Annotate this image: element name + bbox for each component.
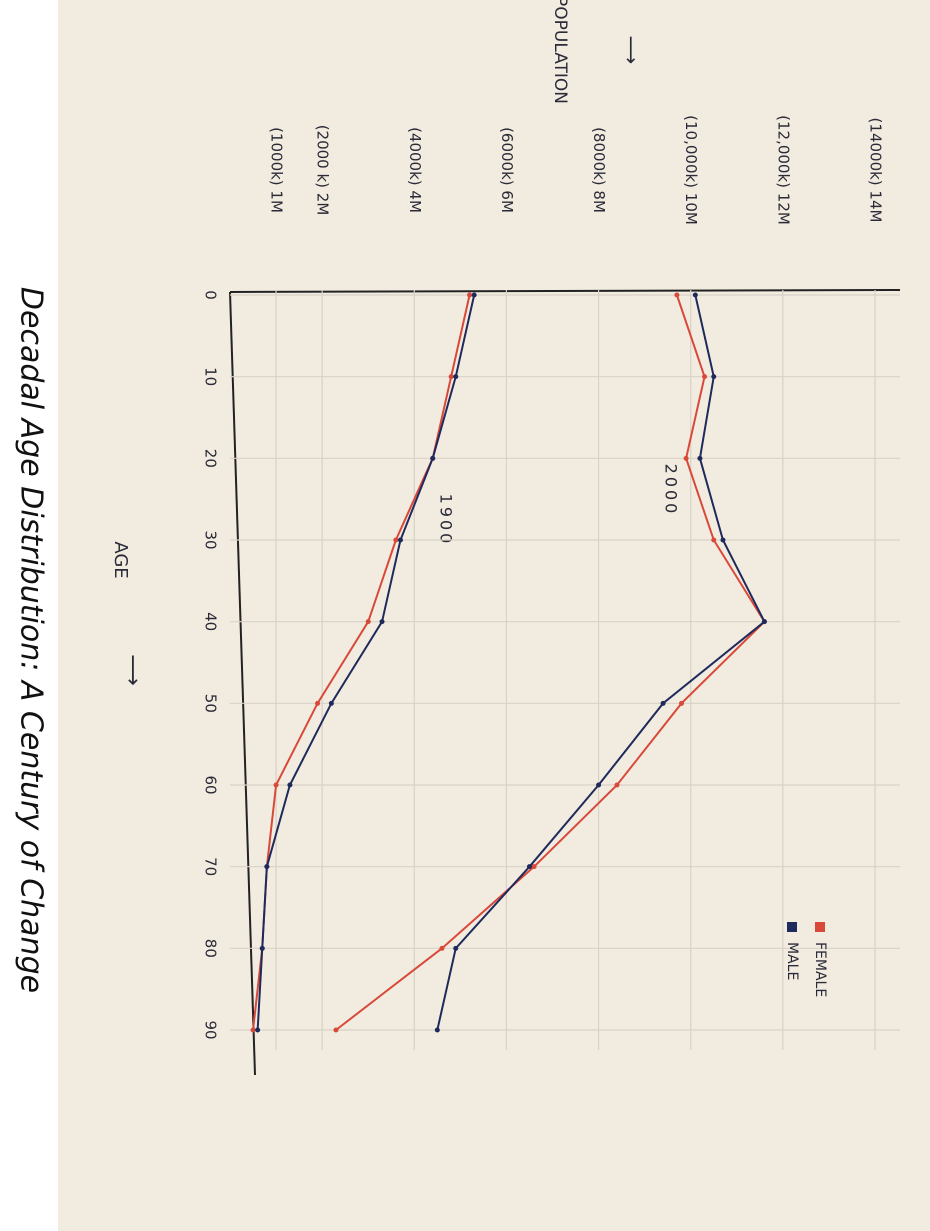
point: [679, 700, 684, 706]
y-tick-label: (10,000k) 10M: [682, 115, 700, 225]
x-tick-label: 20: [202, 449, 220, 468]
point: [365, 619, 371, 625]
annotation: 1900: [437, 494, 456, 547]
point: [453, 374, 459, 380]
x-tick-label: 60: [202, 775, 220, 794]
x-tick-label: 30: [202, 530, 220, 549]
point: [333, 1027, 339, 1033]
legend-label: MALE: [784, 942, 800, 980]
point: [531, 864, 537, 870]
point: [471, 292, 477, 298]
point: [264, 864, 270, 870]
legend-swatch: [815, 922, 825, 932]
axis-line: [229, 289, 901, 293]
point: [328, 700, 334, 706]
y-tick-label: (8000k) 8M: [590, 127, 608, 213]
point: [255, 1027, 261, 1033]
point: [720, 537, 726, 543]
y-axis-arrow: ⟶: [620, 36, 644, 65]
point: [379, 619, 385, 625]
axis-line: [229, 291, 256, 1076]
point: [761, 619, 767, 625]
point: [697, 455, 703, 461]
y-tick-label: (12,000k) 12M: [774, 115, 792, 225]
line: [335, 294, 766, 1031]
point: [259, 945, 265, 951]
point: [448, 374, 454, 380]
y-tick-label: (6000k) 6M: [498, 127, 516, 213]
point: [430, 455, 436, 461]
line: [436, 294, 766, 1031]
paper: [58, 0, 930, 1231]
point: [614, 782, 620, 788]
point: [315, 700, 321, 706]
x-tick-label: 80: [202, 939, 220, 958]
point: [250, 1027, 256, 1033]
x-tick-label: 50: [202, 694, 220, 713]
y-tick-label: (4000k) 4M: [406, 127, 424, 213]
point: [596, 782, 602, 788]
legend-swatch: [787, 922, 797, 932]
x-axis-arrow: ⟶: [120, 654, 145, 686]
y-tick-label: (1000k) 1M: [268, 127, 286, 213]
point: [434, 1027, 440, 1033]
point: [674, 292, 680, 298]
point: [287, 782, 293, 788]
point: [439, 945, 445, 951]
x-tick-label: 0: [202, 290, 220, 300]
point: [660, 700, 666, 706]
point: [397, 537, 403, 543]
legend-label: FEMALE: [812, 942, 828, 997]
point: [467, 292, 473, 298]
point: [702, 374, 708, 380]
x-tick-label: 40: [202, 612, 220, 631]
y-tick-label: (14000k) 14M: [867, 118, 885, 223]
x-tick-label: 70: [202, 857, 220, 876]
point: [711, 374, 717, 380]
point: [393, 537, 399, 543]
y-tick-label: (2000 k) 2M: [314, 125, 332, 216]
annotation: 2000: [662, 464, 681, 517]
point: [683, 455, 689, 461]
point: [526, 864, 532, 870]
y-axis-label: POPULATION: [550, 0, 570, 104]
point: [273, 782, 279, 788]
point: [692, 292, 698, 298]
chart-title: Decadal Age Distribution: A Century of C…: [14, 287, 49, 993]
x-axis-label: AGE: [110, 541, 131, 578]
x-tick-label: 10: [202, 367, 220, 386]
x-tick-label: 90: [202, 1020, 220, 1039]
line: [256, 294, 476, 1031]
point: [711, 537, 717, 543]
point: [453, 945, 459, 951]
